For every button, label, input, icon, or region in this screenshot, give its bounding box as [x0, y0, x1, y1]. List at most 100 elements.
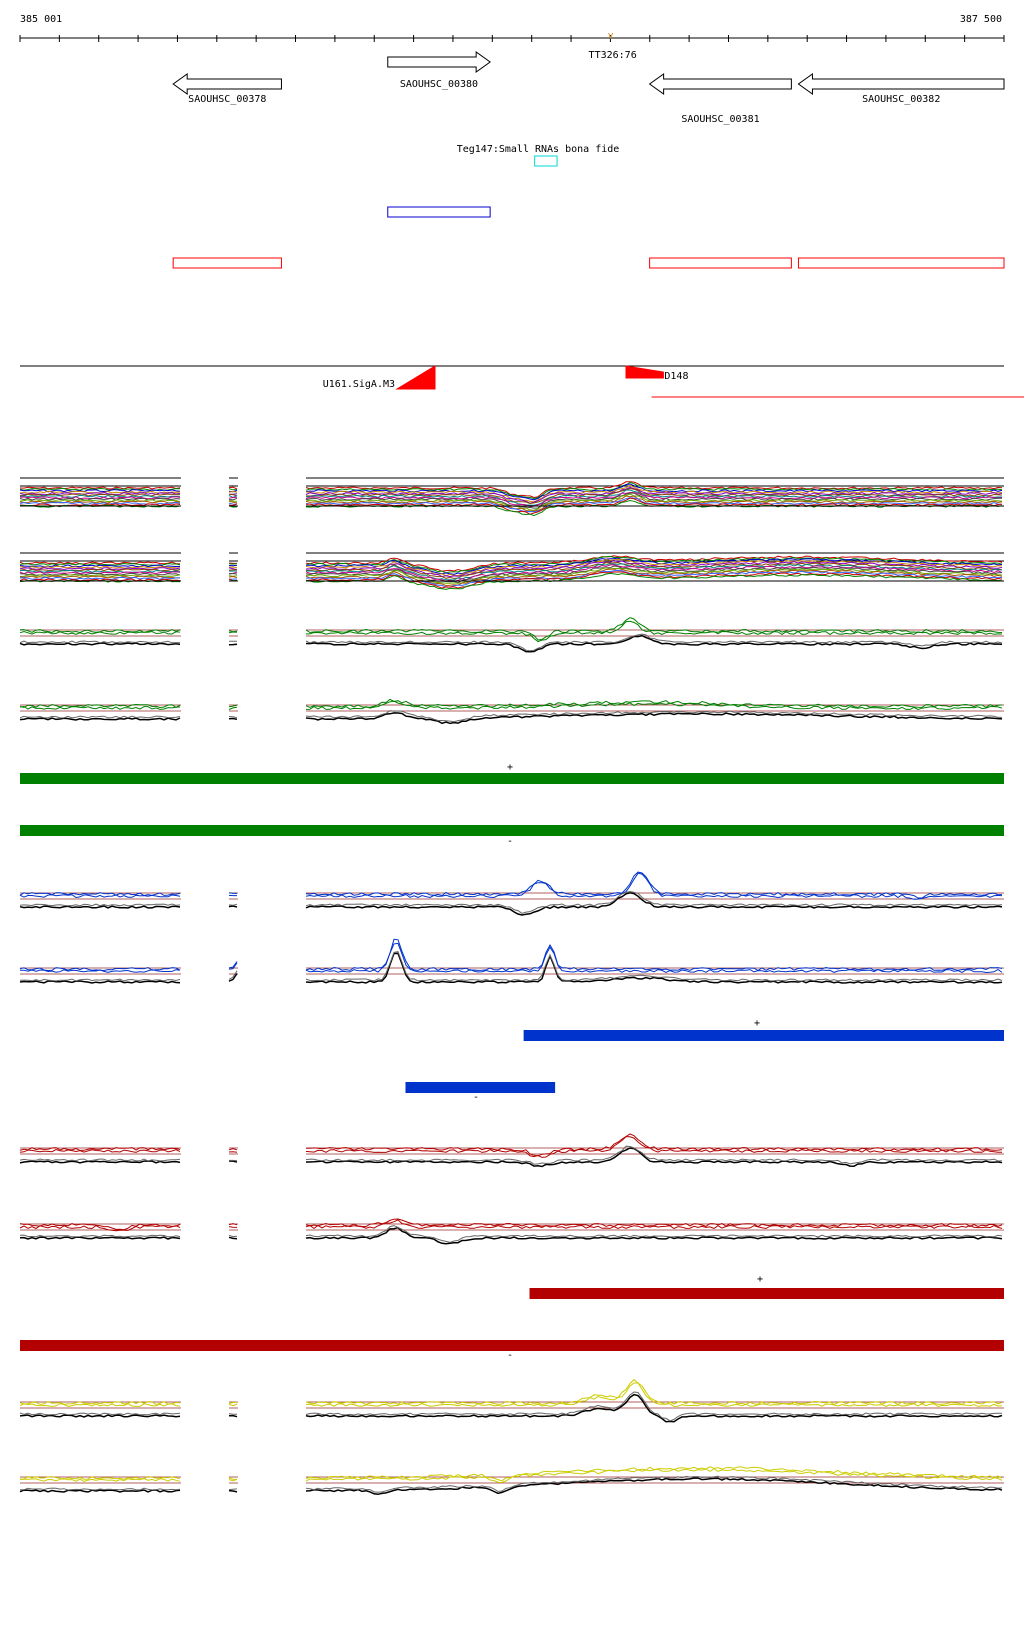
sample-line [228, 1148, 238, 1151]
sample-line [19, 1225, 181, 1232]
sample-line [228, 704, 238, 708]
track-series-line [228, 563, 238, 565]
sample-line [228, 706, 238, 710]
control-line [305, 633, 1003, 652]
sample-line [19, 892, 181, 897]
d148-marker[interactable] [625, 365, 664, 379]
track-series-line [19, 575, 180, 579]
control-line [305, 892, 1003, 916]
red-track-1 [19, 1133, 1004, 1168]
gene-arrow[interactable] [648, 73, 792, 95]
control-line [228, 903, 238, 906]
control-line [228, 1160, 238, 1163]
gene-label[interactable]: SAOUHSC_00382 [862, 94, 940, 105]
green-minus-segment[interactable] [20, 825, 1004, 836]
cds-plus-box[interactable] [387, 206, 491, 218]
sample-line [306, 620, 1003, 643]
sample-line [19, 705, 181, 710]
strand-labels: + - + - + - [473, 762, 763, 1361]
control-line [19, 1236, 181, 1240]
gene-annotation-track: SAOUHSC_00378 SAOUHSC_00380 SAOUHSC_0038… [172, 51, 1005, 125]
control-line [305, 634, 1003, 653]
control-line [306, 1147, 1003, 1168]
blue-minus-segment[interactable] [405, 1082, 556, 1093]
control-line [305, 1225, 1003, 1243]
blue-plus-label: + [754, 1018, 760, 1029]
red-minus-segment[interactable] [20, 1340, 1004, 1351]
track-series-line [228, 499, 237, 502]
heatmap-track-a [19, 477, 1004, 517]
cds-minus-box[interactable] [649, 257, 792, 269]
control-line [305, 951, 1003, 982]
green-minus-label: - [507, 836, 513, 847]
sample-line [19, 969, 181, 973]
sample-line [19, 1148, 181, 1153]
sample-line [228, 962, 238, 970]
track-series-line [228, 572, 238, 575]
sample-line [228, 1477, 238, 1480]
track-series-line [19, 499, 181, 503]
track-series-line [305, 567, 1003, 584]
terminator-marker[interactable] [608, 32, 614, 40]
track-series-line [19, 497, 181, 501]
control-line [19, 640, 181, 644]
red-plus-segment[interactable] [529, 1288, 1004, 1299]
gene-sa0uhsc-00381[interactable]: SAOUHSC_00381 [648, 73, 792, 125]
gene-sa0uhsc-00380[interactable]: SAOUHSC_00380 [387, 51, 492, 90]
cds-minus-box[interactable] [797, 257, 1005, 269]
u161-promoter-marker[interactable] [395, 365, 436, 390]
gene-arrow[interactable] [172, 73, 282, 95]
control-line [305, 1226, 1003, 1245]
track-series-line [228, 486, 238, 490]
ruler-end-label: 387 500 [960, 14, 1002, 25]
blue-track-1 [19, 871, 1004, 916]
sample-line [19, 1400, 181, 1406]
track-series-line [19, 494, 181, 498]
green-plus-segment[interactable] [20, 773, 1004, 784]
small-rna-label[interactable]: Teg147:Small RNAs bona fide [457, 144, 620, 155]
track-series-line [305, 555, 1003, 572]
track-series-line [305, 572, 1003, 590]
sample-line [228, 1151, 238, 1153]
track-series-line [19, 486, 181, 490]
track-series-line [305, 491, 1003, 508]
gene-sa0uhsc-00378[interactable]: SAOUHSC_00378 [172, 73, 282, 105]
blue-plus-segment[interactable] [523, 1030, 1004, 1041]
track-series-line [19, 569, 181, 573]
control-line [228, 1488, 238, 1491]
terminator-label[interactable]: TT326:76 [589, 50, 637, 61]
u161-label[interactable]: U161.SigA.M3 [323, 379, 395, 390]
gene-label[interactable]: SAOUHSC_00380 [400, 79, 478, 90]
sample-line [228, 1478, 238, 1482]
gene-arrow[interactable] [797, 73, 1005, 95]
control-line [19, 980, 181, 984]
track-series-line [19, 490, 181, 494]
track-series-line [305, 495, 1003, 512]
expression-tracks [19, 477, 1004, 1496]
track-series-line [228, 575, 238, 579]
sample-line [305, 938, 1003, 971]
control-line [228, 970, 238, 980]
control-line [228, 1489, 238, 1493]
control-line [19, 1412, 181, 1416]
track-series-line [228, 500, 238, 504]
track-series-line [305, 558, 1003, 577]
track-series-line [305, 564, 1003, 582]
d148-label[interactable]: D148 [664, 371, 688, 382]
cds-minus-box[interactable] [172, 257, 282, 269]
track-series-line [228, 496, 238, 499]
control-line [305, 1477, 1003, 1496]
gene-sa0uhsc-00382[interactable]: SAOUHSC_00382 [797, 73, 1005, 105]
sample-line [305, 1378, 1003, 1406]
gene-label[interactable]: SAOUHSC_00378 [188, 94, 266, 105]
coordinate-ruler: 385 001 387 500 TT326:76 [19, 14, 1005, 61]
track-series-line [19, 500, 181, 504]
track-series-line [305, 561, 1003, 579]
sample-line [306, 1133, 1003, 1157]
control-line [19, 978, 181, 982]
gene-label[interactable]: SAOUHSC_00381 [681, 114, 759, 125]
track-series-line [19, 574, 181, 578]
small-rna-box[interactable] [534, 155, 558, 167]
gene-arrow[interactable] [387, 51, 492, 73]
